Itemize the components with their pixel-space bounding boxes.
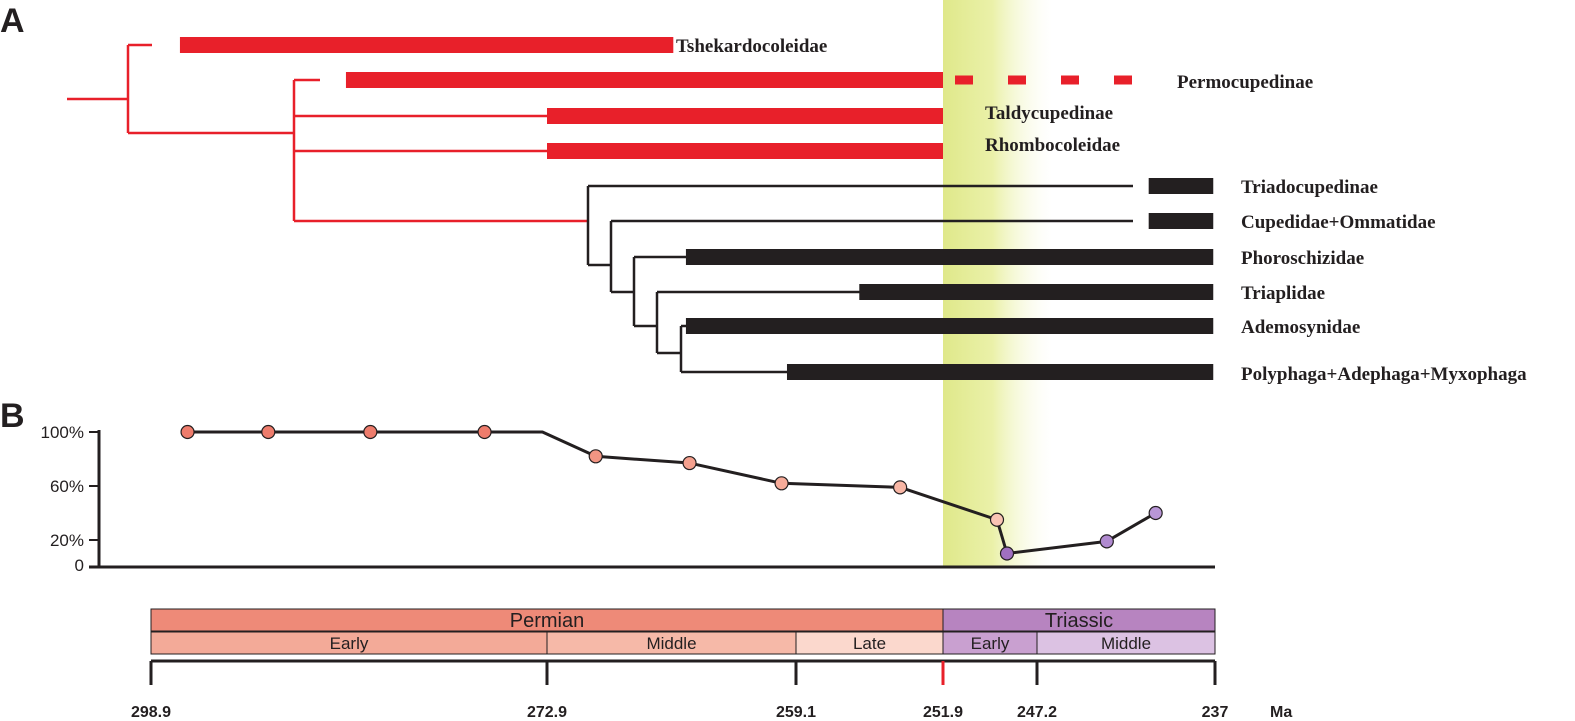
proportion-line-chart: 0 20% 60% 100%: [41, 423, 1215, 575]
taxon-label: Rhombocoleidae: [985, 135, 1120, 156]
data-point: [1099, 534, 1114, 549]
age-unit-label: Ma: [1270, 704, 1292, 721]
age-tick-label: 298.9: [131, 704, 171, 721]
data-point: [989, 512, 1005, 527]
period-row: Permian Triassic: [150, 608, 1216, 632]
period-label: Permian: [510, 610, 584, 632]
taxon-label: Triadocupedinae: [1241, 177, 1378, 198]
age-axis: 298.9 272.9 259.1 251.9 247.2 237: [131, 659, 1229, 721]
data-point: [999, 546, 1015, 561]
data-point: [477, 424, 492, 440]
panel-b-label: B: [0, 397, 25, 435]
taxon-range-bar: [859, 284, 1214, 300]
age-tick-label: 259.1: [776, 704, 816, 721]
y-tick-label: 60%: [50, 477, 84, 496]
epoch-cell: [1036, 631, 1216, 655]
age-tick-label: 247.2: [1017, 704, 1057, 721]
geologic-timescale: Permian Triassic Early Middle Late Early Midd…: [131, 608, 1292, 721]
data-point: [682, 455, 697, 471]
data-point: [893, 480, 908, 495]
taxon-range-bar: [1148, 213, 1214, 229]
y-tick-label: 100%: [41, 423, 84, 442]
taxon-label: Phoroschizidae: [1241, 248, 1364, 269]
epoch-label: Middle: [646, 634, 696, 653]
age-tick-label: 251.9: [923, 704, 963, 721]
period-cell: [942, 608, 1216, 632]
age-tick-label: 272.9: [527, 704, 567, 721]
data-point: [588, 449, 603, 464]
taxon-label: Triaplidae: [1241, 283, 1325, 304]
extinction-highlight-band: [943, 0, 1053, 567]
data-point: [774, 476, 789, 491]
taxon-label: Taldycupedinae: [985, 103, 1113, 124]
taxon-label: Polyphaga+Adephaga+Myxophaga: [1241, 364, 1527, 385]
taxon-range-bar: [179, 37, 674, 53]
period-label: Triassic: [1045, 610, 1113, 632]
taxon-ranges: Tshekardocoleidae Permocupedinae Taldycupe…: [179, 36, 1527, 385]
data-point: [1148, 505, 1163, 521]
taxon-range-bar: [345, 72, 943, 88]
age-tick-label: 237: [1202, 704, 1229, 721]
taxon-label: Permocupedinae: [1177, 72, 1313, 93]
taxon-range-bar: [786, 364, 1214, 380]
epoch-label: Early: [330, 634, 369, 653]
epoch-label: Early: [971, 634, 1010, 653]
data-point: [261, 424, 276, 440]
panel-a-label: A: [0, 2, 25, 40]
epoch-label: Late: [853, 634, 886, 653]
taxon-range-bar: [685, 249, 1214, 265]
y-tick-label: 20%: [50, 531, 84, 550]
taxon-range-bar: [685, 318, 1214, 334]
taxon-label: Cupedidae+Ommatidae: [1241, 212, 1436, 233]
taxon-range-bar: [547, 143, 943, 159]
data-point: [363, 424, 378, 440]
taxon-range-bar: [547, 108, 943, 124]
taxon-range-bar: [1148, 178, 1214, 194]
data-point: [180, 424, 195, 440]
epoch-label: Middle: [1101, 634, 1151, 653]
y-ticks: 0 20% 60% 100%: [41, 423, 99, 575]
y-tick-label: 0: [75, 556, 84, 575]
data-points: [180, 424, 1163, 561]
epoch-row: Early Middle Late Early Middle: [150, 631, 1216, 655]
taxon-label: Tshekardocoleidae: [676, 36, 827, 57]
taxon-label: Ademosynidae: [1241, 317, 1360, 338]
